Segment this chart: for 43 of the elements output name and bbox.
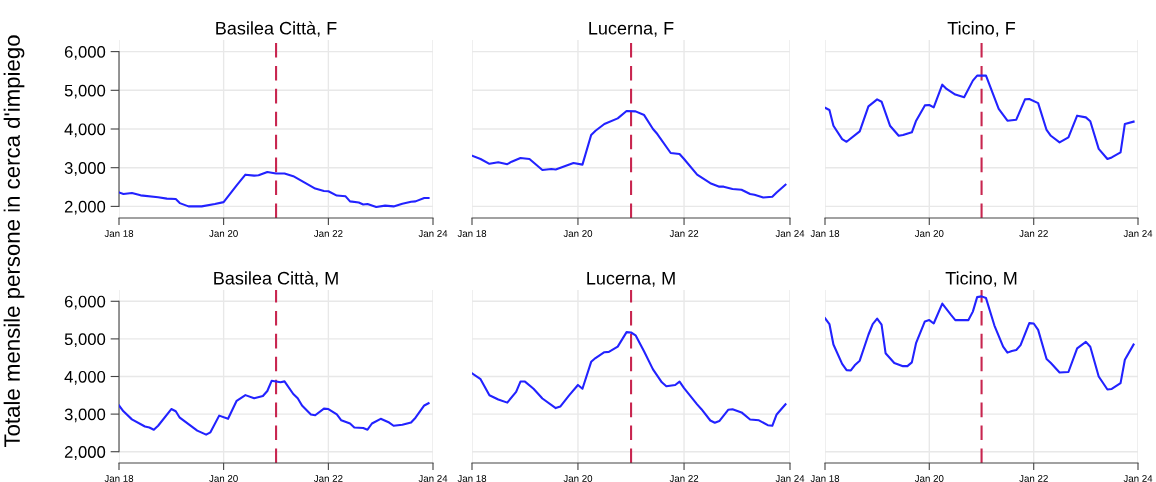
x-tick-label: Jan 18 (810, 475, 840, 482)
y-axis-title: Totale mensile persone in cerca d'impiego (3, 35, 25, 448)
x-tick-label: Jan 20 (563, 230, 593, 237)
chart-title: Ticino, M (945, 271, 1017, 287)
x-tick-label: Jan 18 (457, 230, 487, 237)
x-tick-label: Jan 24 (418, 475, 448, 482)
y-tick-label: 3,000 (64, 162, 106, 176)
chart-title: Lucerna, F (589, 22, 674, 37)
chart-title: Basilea Città, F (216, 21, 337, 37)
chart-title: Basilea Città, M (214, 271, 338, 287)
y-tick-label: 6,000 (64, 46, 106, 60)
x-tick-label: Jan 24 (775, 230, 805, 237)
y-tick-label: 2,000 (64, 446, 106, 460)
x-tick-label: Jan 18 (104, 230, 134, 237)
x-tick-label: Jan 22 (669, 230, 699, 237)
x-tick-label: Jan 22 (1019, 475, 1048, 482)
y-tick-label: 3,000 (64, 408, 106, 423)
x-tick-label: Jan 22 (669, 475, 699, 482)
x-tick-label: Jan 18 (810, 230, 840, 237)
x-tick-label: Jan 18 (457, 475, 487, 482)
x-tick-label: Jan 24 (418, 230, 448, 237)
y-tick-label: 5,000 (64, 333, 106, 348)
chart-title: Lucerna, M (587, 272, 675, 287)
x-tick-label: Jan 24 (1123, 230, 1153, 237)
y-tick-label: 5,000 (64, 84, 106, 99)
x-tick-label: Jan 20 (209, 230, 238, 237)
x-tick-label: Jan 20 (914, 475, 944, 482)
x-tick-label: Jan 22 (313, 475, 343, 482)
x-tick-label: Jan 18 (104, 475, 134, 482)
line-series (119, 379, 430, 436)
y-tick-label: 6,000 (64, 295, 106, 310)
x-tick-label: Jan 20 (209, 475, 238, 482)
y-tick-label: 4,000 (64, 370, 106, 385)
y-tick-label: 4,000 (64, 123, 106, 138)
x-tick-label: Jan 24 (1123, 475, 1153, 482)
x-tick-label: Jan 24 (775, 475, 805, 482)
y-tick-label: 2,000 (64, 200, 106, 215)
x-tick-label: Jan 20 (914, 230, 944, 237)
x-tick-label: Jan 22 (313, 230, 343, 237)
x-tick-label: Jan 20 (563, 475, 593, 482)
line-series (119, 170, 430, 209)
x-tick-label: Jan 22 (1019, 230, 1048, 237)
chart-title: Ticino, F (947, 21, 1016, 37)
